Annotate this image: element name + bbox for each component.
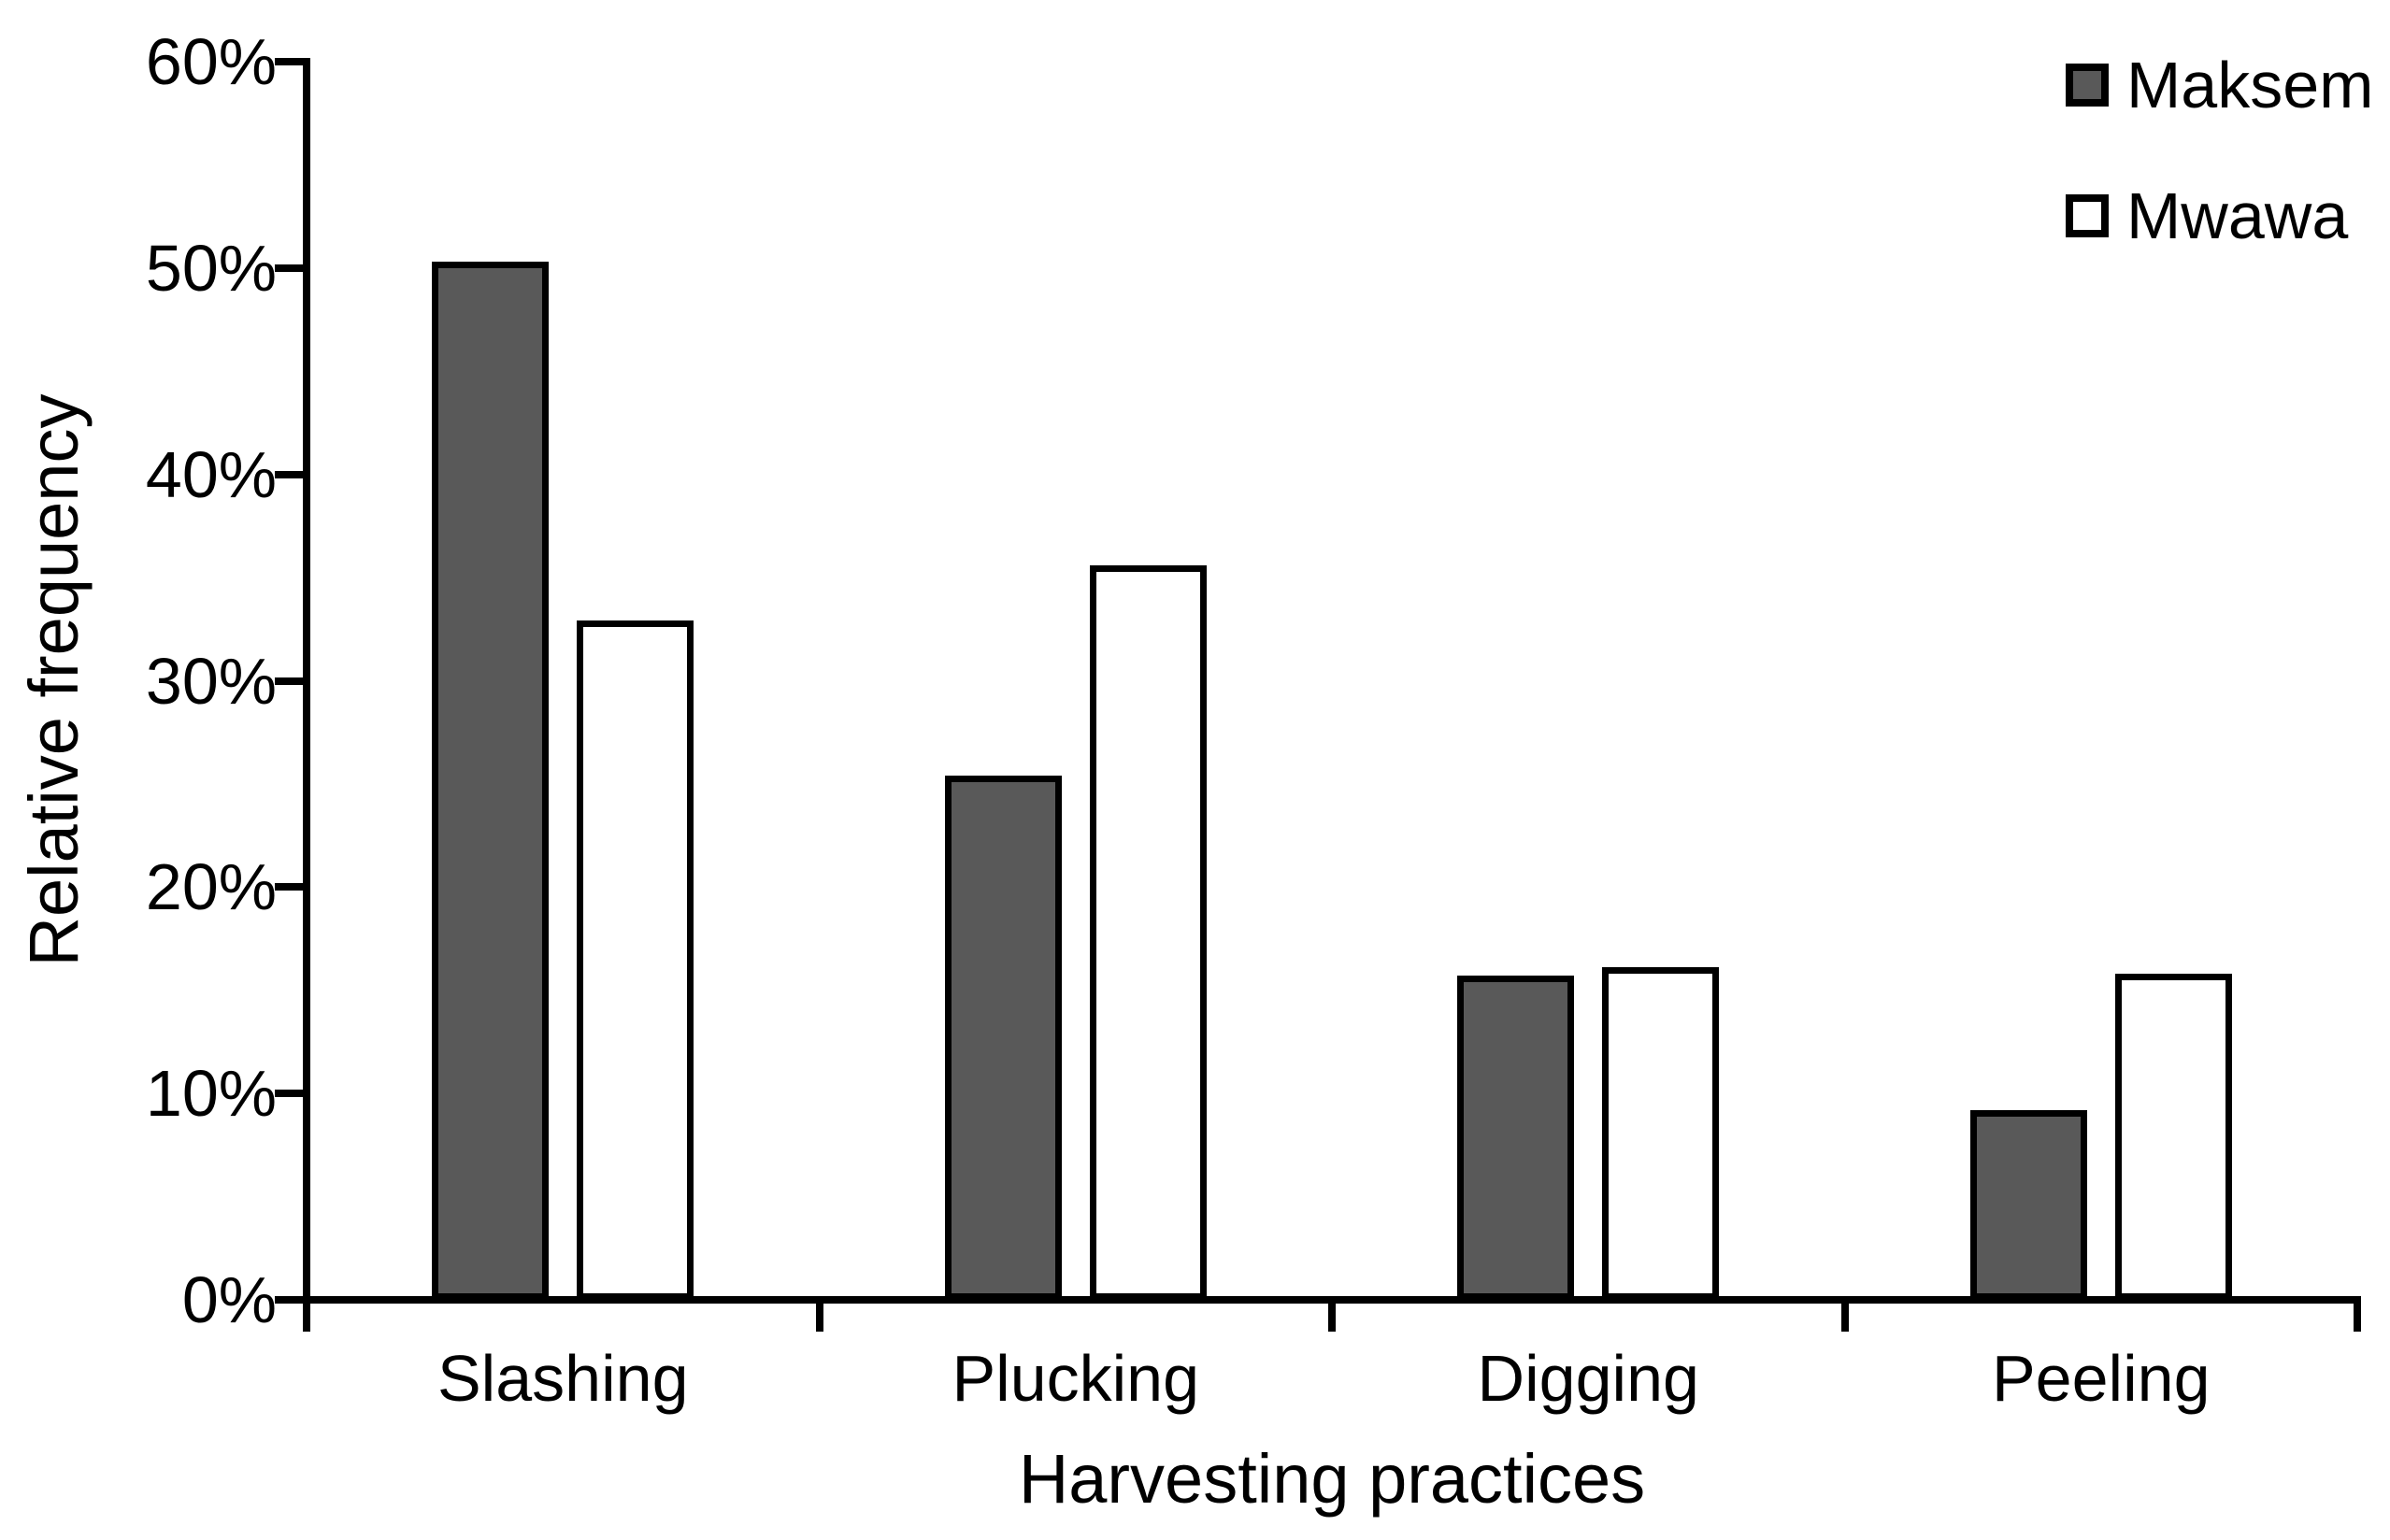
y-tick	[275, 1090, 310, 1098]
y-tick-label: 10%	[145, 1057, 277, 1131]
y-tick	[275, 470, 310, 478]
y-tick-label: 40%	[145, 437, 277, 511]
bar-maksem-digging	[1457, 976, 1575, 1300]
x-category-label-digging: Digging	[1477, 1342, 1699, 1415]
y-tick	[275, 1296, 310, 1304]
legend-label-mwawa: Mwawa	[2126, 179, 2349, 252]
legend-item-maksem: Maksem	[2066, 47, 2373, 123]
y-tick	[275, 677, 310, 685]
y-tick-label: 0%	[181, 1263, 277, 1336]
x-tick	[1328, 1296, 1336, 1332]
x-category-label-slashing: Slashing	[436, 1342, 689, 1415]
y-tick-label: 60%	[145, 25, 277, 99]
x-tick	[815, 1296, 823, 1332]
x-axis-title: Harvesting practices	[1018, 1440, 1646, 1518]
y-tick	[275, 264, 310, 272]
y-tick	[275, 58, 310, 66]
bar-mwawa-slashing	[577, 620, 694, 1300]
y-tick	[275, 883, 310, 891]
bar-maksem-plucking	[944, 776, 1062, 1300]
y-tick-label: 30%	[145, 644, 277, 718]
legend-swatch-maksem	[2066, 64, 2109, 107]
legend-label-maksem: Maksem	[2126, 49, 2374, 121]
x-category-label-peeling: Peeling	[1991, 1342, 2211, 1415]
bar-maksem-slashing	[432, 262, 550, 1300]
bar-mwawa-digging	[1602, 967, 1720, 1300]
x-tick	[1840, 1296, 1849, 1332]
x-category-label-plucking: Plucking	[952, 1342, 1200, 1415]
bar-mwawa-peeling	[2114, 974, 2232, 1300]
x-tick	[2354, 1296, 2361, 1332]
legend-item-mwawa: Mwawa	[2066, 178, 2348, 254]
bar-mwawa-plucking	[1089, 564, 1207, 1300]
y-tick-label: 50%	[145, 231, 277, 305]
bar-maksem-peeling	[1969, 1109, 2087, 1300]
y-tick-label: 20%	[145, 850, 277, 924]
legend-swatch-mwawa	[2066, 194, 2109, 237]
x-tick	[303, 1296, 310, 1332]
